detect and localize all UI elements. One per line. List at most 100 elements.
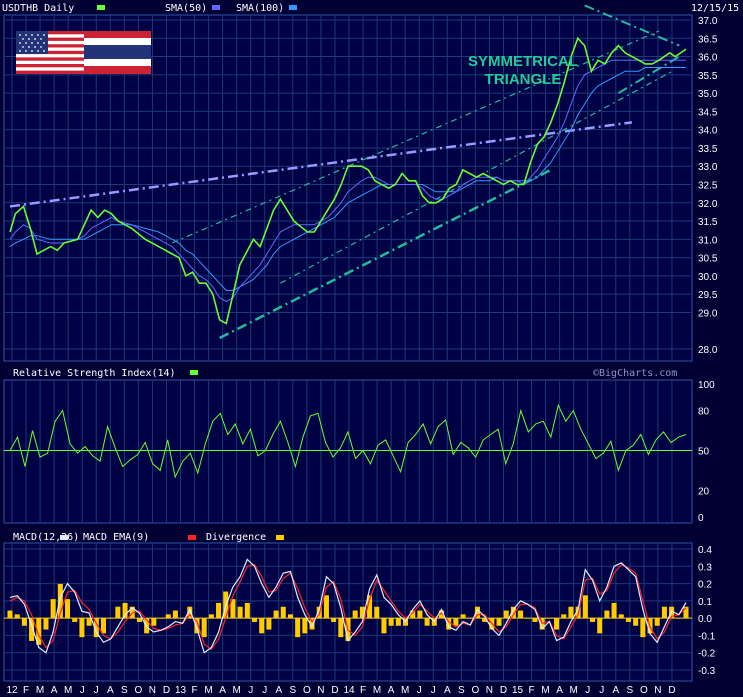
- rsi-legend-swatch: [190, 370, 198, 375]
- price-y-tick: 30.5: [698, 254, 718, 265]
- x-tick-label: D: [331, 685, 338, 696]
- rsi-y-tick: 0: [698, 513, 704, 524]
- x-axis-labels: 12 F M A M J J A S O N D 13 F M A M J J A S O N D 14 F M A M J J A S O N D 1…: [6, 685, 675, 696]
- x-tick-label: A: [275, 685, 282, 696]
- price-y-tick: 31.5: [698, 217, 718, 228]
- divergence-bar: [14, 614, 20, 619]
- price-y-tick: 30.0: [698, 272, 718, 283]
- divergence-bar: [295, 618, 301, 638]
- x-tick-label: M: [36, 685, 44, 696]
- divergence-bar: [36, 618, 42, 645]
- date-label: 12/15/15: [691, 3, 739, 14]
- rsi-y-tick: 20: [698, 486, 710, 497]
- divergence-bar: [625, 618, 631, 622]
- x-tick-label: S: [289, 685, 296, 696]
- x-tick-label: O: [303, 685, 311, 696]
- x-tick-label: 15: [512, 685, 524, 696]
- divergence-bar: [388, 618, 394, 626]
- divergence-bar: [100, 618, 107, 634]
- lower-channel-line: [218, 168, 552, 340]
- divergence-bar: [72, 618, 78, 622]
- macd-y-tick: 0.0: [698, 614, 712, 625]
- x-tick-label: O: [471, 685, 479, 696]
- divergence-bar: [21, 618, 27, 626]
- upper-channel-line: [172, 30, 660, 244]
- x-tick-label: J: [431, 685, 436, 696]
- price-y-tick: 33.5: [698, 144, 718, 155]
- sma50-line: [9, 59, 686, 303]
- annotation-line2: TRIANGLE: [485, 71, 562, 88]
- rsi-title: Relative Strength Index(14): [13, 368, 176, 379]
- x-tick-label: N: [654, 685, 661, 696]
- rsi-panel: [3, 379, 693, 524]
- divergence-bar: [532, 618, 538, 622]
- x-tick-label: D: [500, 685, 507, 696]
- x-tick-label: J: [585, 685, 590, 696]
- rsi-line: [9, 403, 687, 479]
- price-y-tick: 36.0: [698, 53, 718, 64]
- x-tick-label: 13: [175, 685, 187, 696]
- macd-y-tick: 0.3: [698, 562, 712, 573]
- divergence-bar: [410, 610, 416, 619]
- divergence-bar: [510, 606, 516, 619]
- divergence-bar: [50, 599, 56, 619]
- divergence-bar: [597, 618, 603, 634]
- macd-ema-line: [9, 563, 687, 651]
- divergence-bar: [309, 618, 315, 630]
- x-tick-label: M: [569, 685, 577, 696]
- divergence-bar: [7, 610, 13, 619]
- divergence-bar: [374, 606, 380, 619]
- rsi-y-tick: 50: [698, 447, 710, 458]
- annotation-line1: SYMMETRICAL: [468, 53, 578, 70]
- price-y-tick: 33.0: [698, 162, 718, 173]
- price-legend-swatch: [97, 5, 105, 10]
- x-tick-label: M: [204, 685, 212, 696]
- x-tick-label: O: [134, 685, 142, 696]
- divergence-legend-swatch: [276, 535, 284, 540]
- sma100-legend-swatch: [289, 5, 297, 10]
- macd-legend-swatch: [60, 535, 68, 540]
- x-tick-label: F: [528, 685, 534, 696]
- macd-y-tick: -0.3: [698, 666, 716, 677]
- divergence-bar: [208, 614, 214, 619]
- divergence-bar: [654, 618, 660, 626]
- divergence-bar: [474, 606, 480, 619]
- divergence-bar: [633, 618, 639, 626]
- price-y-tick: 35.0: [698, 89, 718, 100]
- divergence-bar: [683, 606, 689, 619]
- divergence-bar: [29, 618, 35, 641]
- x-tick-label: S: [121, 685, 128, 696]
- divergence-bar: [338, 618, 344, 638]
- price-y-tick: 34.0: [698, 126, 718, 137]
- x-tick-label: A: [612, 685, 619, 696]
- macd-y-tick: -0.1: [698, 631, 716, 642]
- symbol-label: USDTHB Daily: [2, 3, 74, 14]
- divergence-bar: [561, 614, 567, 619]
- triangle-upper-line: [584, 4, 680, 47]
- divergence-bar: [93, 618, 99, 638]
- divergence-bar: [554, 618, 560, 630]
- divergence-bar: [79, 618, 85, 638]
- divergence-bar: [417, 610, 423, 619]
- divergence-bar: [618, 614, 624, 619]
- x-tick-label: N: [486, 685, 493, 696]
- divergence-bar: [65, 599, 71, 619]
- x-tick-label: A: [556, 685, 563, 696]
- divergence-bar: [604, 610, 610, 619]
- divergence-bar: [302, 618, 308, 634]
- x-tick-label: J: [248, 685, 253, 696]
- divergence-bar: [151, 618, 157, 626]
- divergence-bar: [43, 618, 49, 630]
- macd-title: MACD(12,26): [13, 532, 79, 543]
- divergence-bar: [136, 618, 142, 622]
- price-line: [9, 36, 687, 325]
- price-y-tick: 32.0: [698, 199, 718, 210]
- sma50-label: SMA(50): [165, 3, 207, 14]
- x-tick-label: 12: [6, 685, 18, 696]
- trend-lines: [9, 4, 680, 340]
- divergence-bar: [611, 602, 617, 619]
- x-tick-label: A: [219, 685, 226, 696]
- watermark: ©BigCharts.com: [593, 368, 677, 379]
- divergence-bar: [115, 606, 121, 619]
